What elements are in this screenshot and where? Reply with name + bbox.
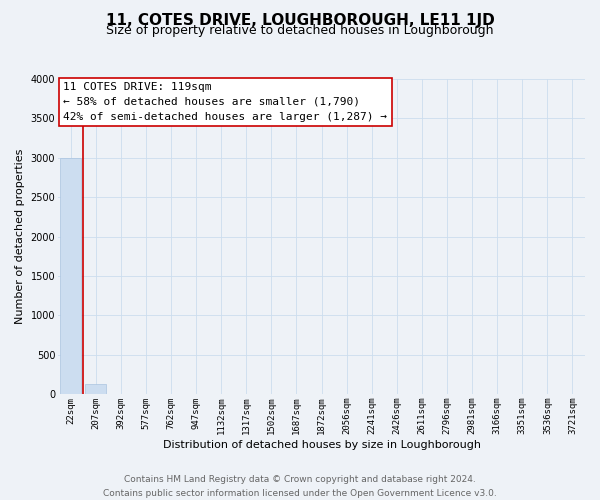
Y-axis label: Number of detached properties: Number of detached properties	[15, 149, 25, 324]
Text: 11 COTES DRIVE: 119sqm
← 58% of detached houses are smaller (1,790)
42% of semi-: 11 COTES DRIVE: 119sqm ← 58% of detached…	[64, 82, 388, 122]
Text: Size of property relative to detached houses in Loughborough: Size of property relative to detached ho…	[106, 24, 494, 37]
Text: 11, COTES DRIVE, LOUGHBOROUGH, LE11 1JD: 11, COTES DRIVE, LOUGHBOROUGH, LE11 1JD	[106, 12, 494, 28]
X-axis label: Distribution of detached houses by size in Loughborough: Distribution of detached houses by size …	[163, 440, 481, 450]
Bar	[85, 384, 106, 394]
Bar	[60, 158, 81, 394]
Text: Contains HM Land Registry data © Crown copyright and database right 2024.
Contai: Contains HM Land Registry data © Crown c…	[103, 476, 497, 498]
